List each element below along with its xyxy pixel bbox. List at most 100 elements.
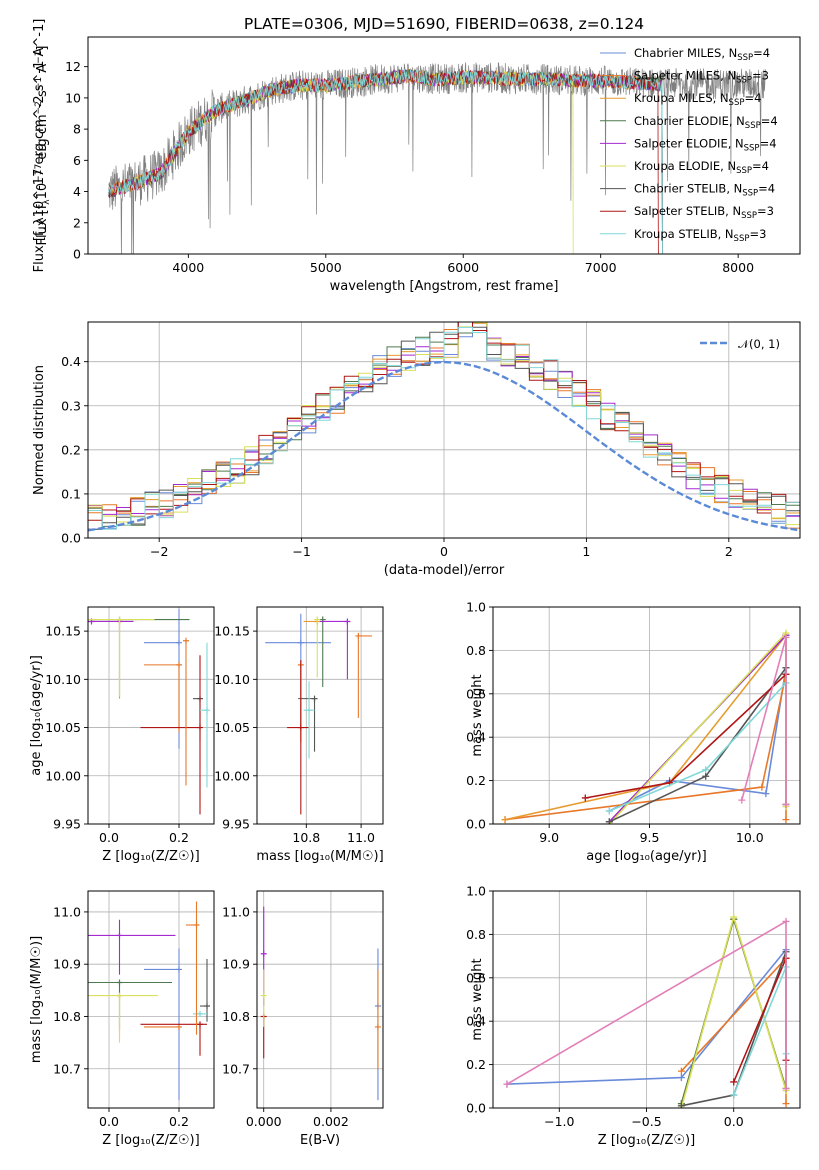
- y-tick-label: 10.8: [222, 1009, 250, 1024]
- plot-area: [88, 901, 210, 1101]
- x-axis-label: Z [log₁₀(Z/Z☉)]: [598, 1133, 695, 1148]
- legend-entry: Salpeter MILES, NSSP=3: [634, 69, 769, 86]
- x-tick-label: −0.5: [631, 1114, 661, 1129]
- legend-entry: Chabrier MILES, NSSP=4: [634, 46, 770, 63]
- weight-marker: [677, 1074, 685, 1082]
- y-tick-label: 0.0: [466, 1101, 486, 1116]
- weight-marker: [702, 766, 710, 774]
- model-line-chabrier-stelib: [108, 69, 663, 254]
- y-tick-label: 0.8: [466, 643, 486, 658]
- y-tick-label: 0.6: [466, 970, 486, 985]
- weight-marker: [677, 1102, 685, 1108]
- y-axis-label: mass weight: [470, 674, 485, 756]
- x-tick-label: 9.5: [640, 830, 660, 845]
- y-tick-label: 10.15: [214, 624, 250, 639]
- x-tick-label: 0.2: [169, 1114, 189, 1129]
- data-point: [116, 979, 123, 986]
- y-tick-label: 0: [73, 247, 81, 262]
- x-axis-label: (data-model)/error: [384, 563, 505, 578]
- data-point: [176, 966, 182, 973]
- histogram-kroupa-stelib: [88, 326, 800, 530]
- y-axis-label: Normed distribution: [32, 365, 47, 495]
- plot-area: [88, 322, 800, 532]
- weight-marker: [782, 917, 790, 925]
- data-point: [355, 632, 362, 639]
- y-tick-label: 0.2: [466, 1057, 486, 1072]
- axes-frame: [256, 890, 384, 1109]
- data-point: [116, 616, 123, 623]
- data-point: [314, 616, 321, 623]
- data-point: [176, 661, 182, 668]
- data-point: [116, 992, 123, 999]
- x-tick-label: 0.0: [724, 1114, 744, 1129]
- y-tick-label: 6: [73, 153, 81, 168]
- weight-marker: [782, 633, 790, 641]
- data-point: [204, 707, 210, 714]
- y-tick-label: 12: [65, 59, 81, 74]
- weight-marker: [581, 794, 589, 802]
- y-tick-label: 0.0: [61, 531, 81, 546]
- x-tick-label: 6000: [447, 260, 479, 275]
- panel-mass-vs-Z: 0.0 0.2 10.7 10.8 10.9 11.0 Z [log₁₀(Z/Z☉)] mas…: [29, 890, 215, 1148]
- weight-marker: [503, 1080, 511, 1088]
- plot-area: [503, 913, 790, 1108]
- x-tick-label: 0.0: [99, 830, 119, 845]
- x-tick-label: 7000: [585, 260, 617, 275]
- y-tick-label: 2: [73, 215, 81, 230]
- legend-entry: Kroupa MILES, NSSP=4: [634, 91, 761, 108]
- panel-mass-vs-EBV: 0.000 0.002 10.7 10.8 10.9 11.0 E(B-V): [222, 890, 384, 1148]
- y-axis-label: mass weight: [470, 958, 485, 1040]
- y-tick-label: 0.6: [466, 686, 486, 701]
- panel-age-vs-mass: 10.8 11.0 9.95 10.00 10.05 10.10 10.15 mass [lo…: [214, 606, 384, 864]
- data-point: [197, 1021, 203, 1028]
- panel-residuals: −2 −1 0 1 2 0.0 0.1 0.2 0.3 0.4 (data-model)/error…: [32, 321, 801, 578]
- legend-entry: Chabrier ELODIE, NSSP=4: [634, 114, 778, 131]
- data-point: [297, 639, 304, 646]
- weight-marker: [782, 1100, 790, 1108]
- data-point: [374, 1023, 381, 1030]
- y-tick-label: 10.7: [222, 1061, 250, 1076]
- data-point: [193, 921, 200, 928]
- x-axis-label: age [log₁₀(age/yr)]: [586, 849, 707, 864]
- y-tick-label: 10.10: [214, 672, 250, 687]
- weight-marker: [501, 816, 509, 824]
- x-axis-label: E(B-V): [300, 1133, 340, 1148]
- y-tick-label: 10.15: [45, 624, 81, 639]
- legend-entry: Kroupa ELODIE, NSSP=4: [634, 159, 769, 176]
- data-point: [176, 1023, 182, 1030]
- x-tick-label: 5000: [310, 260, 342, 275]
- y-tick-label: 10.8: [53, 1009, 81, 1024]
- y-tick-label: 0.3: [61, 398, 81, 413]
- axes-frame: [256, 606, 384, 825]
- x-axis-label: mass [log₁₀(M/M☉)]: [256, 849, 383, 864]
- y-tick-label: 10.9: [222, 957, 250, 972]
- x-tick-label: 0.000: [246, 1114, 282, 1129]
- data-point: [311, 695, 318, 702]
- y-tick-label: 10.10: [45, 672, 81, 687]
- plot-area: [265, 613, 373, 815]
- plot-area: [88, 608, 210, 815]
- panel-weight-vs-age: 9.0 9.5 10.0 0.0 0.2 0.4 0.6 0.8 1.0 age [log₁₀(a…: [466, 600, 801, 864]
- plot-area: [501, 629, 790, 824]
- weight-marker: [605, 807, 613, 815]
- data-point: [297, 724, 304, 731]
- y-tick-label: 10.9: [53, 957, 81, 972]
- x-tick-label: 11.0: [347, 830, 375, 845]
- x-tick-label: 0.0: [99, 1114, 119, 1129]
- y-tick-label: 10.7: [53, 1061, 81, 1076]
- x-tick-label: 0: [440, 544, 448, 559]
- x-axis-label: Z [log₁₀(Z/Z☉)]: [102, 1133, 199, 1148]
- y-axis-label-spectrum: Flux [fλ10−17 erg cm−2 s−1 A−1]: [34, 46, 52, 246]
- legend-entry: Kroupa STELIB, NSSP=3: [634, 227, 766, 244]
- data-point: [197, 724, 203, 731]
- data-point: [260, 950, 267, 957]
- y-tick-label: 0.4: [466, 730, 486, 745]
- x-tick-label: 1: [582, 544, 590, 559]
- y-tick-label: 0.4: [466, 1014, 486, 1029]
- weight-marker: [730, 1091, 738, 1099]
- weight-marker: [677, 1067, 685, 1075]
- axes-frame: [492, 606, 801, 825]
- x-tick-label: 2: [725, 544, 733, 559]
- y-tick-label: 0.0: [466, 817, 486, 832]
